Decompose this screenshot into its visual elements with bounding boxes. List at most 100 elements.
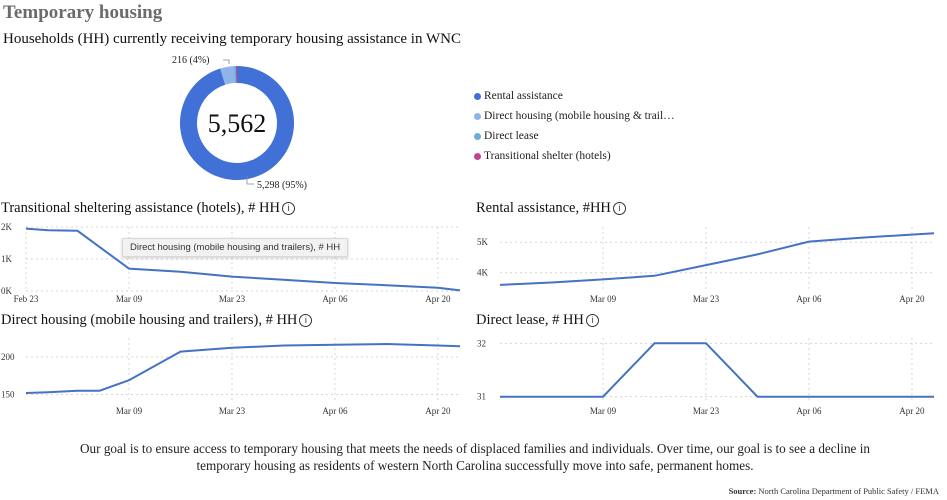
- legend-dot-direct-housing: [474, 112, 481, 120]
- y-tick-label: 0K: [1, 286, 13, 296]
- data-point[interactable]: [384, 342, 389, 347]
- legend-item-direct-housing[interactable]: Direct housing (mobile housing & trail…: [474, 106, 675, 126]
- direct-line-chart[interactable]: 150 200 Mar 09 Mar 23 Apr 06 Apr 20: [0, 330, 470, 420]
- data-point[interactable]: [458, 344, 463, 349]
- legend-dot-rental: [474, 92, 481, 100]
- legend-dot-direct-lease: [474, 132, 481, 140]
- legend-item-transitional[interactable]: Transitional shelter (hotels): [474, 146, 675, 166]
- x-tick-label: Apr 06: [322, 294, 348, 304]
- x-tick-label: Mar 09: [590, 294, 617, 304]
- source-text: North Carolina Department of Public Safe…: [758, 486, 939, 496]
- data-point[interactable]: [435, 285, 440, 290]
- data-point[interactable]: [652, 341, 657, 346]
- data-point[interactable]: [932, 231, 937, 236]
- y-tick-label: 32: [477, 338, 486, 348]
- info-icon[interactable]: i: [585, 314, 599, 327]
- data-point[interactable]: [24, 226, 29, 231]
- transitional-chart-title: Transitional sheltering assistance (hote…: [1, 200, 295, 217]
- data-point[interactable]: [332, 342, 337, 347]
- lease-chart-title: Direct lease, # HH i: [476, 312, 599, 329]
- data-point[interactable]: [435, 343, 440, 348]
- data-point[interactable]: [332, 281, 337, 286]
- data-point[interactable]: [46, 228, 51, 233]
- donut-legend: Rental assistance Direct housing (mobile…: [474, 86, 675, 166]
- x-tick-label: Mar 23: [219, 406, 246, 416]
- donut-leader-line-small: [223, 59, 230, 64]
- donut-slice-2[interactable]: [233, 66, 237, 84]
- data-point[interactable]: [600, 277, 605, 282]
- data-point[interactable]: [46, 390, 51, 395]
- series-line[interactable]: [500, 342, 934, 398]
- donut-slice-0[interactable]: [180, 66, 294, 181]
- donut-center-label: 5,562: [208, 109, 267, 138]
- donut-slices: [180, 66, 294, 181]
- legend-label-direct-lease: Direct lease: [484, 130, 539, 142]
- data-point[interactable]: [498, 282, 503, 287]
- legend-dot-transitional: [474, 152, 481, 160]
- transitional-line-chart[interactable]: 0K 1K 2K Feb 23 Mar 09 Mar 23 Apr 06 Apr 20: [0, 218, 470, 310]
- legend-item-direct-lease[interactable]: Direct lease: [474, 126, 675, 146]
- info-icon[interactable]: i: [299, 314, 313, 327]
- legend-item-rental[interactable]: Rental assistance: [474, 86, 675, 106]
- y-tick-label: 5K: [477, 237, 489, 247]
- data-point[interactable]: [75, 228, 80, 233]
- data-point[interactable]: [652, 273, 657, 278]
- data-point[interactable]: [755, 394, 760, 399]
- data-point[interactable]: [755, 252, 760, 257]
- y-tick-label: 4K: [477, 268, 489, 278]
- legend-label-direct-housing: Direct housing (mobile housing & trail…: [484, 110, 675, 122]
- data-point[interactable]: [858, 394, 863, 399]
- rental-chart-title-text: Rental assistance, #HH: [476, 200, 611, 216]
- data-point[interactable]: [909, 232, 914, 237]
- data-point[interactable]: [932, 394, 937, 399]
- lease-chart-title-text: Direct lease, # HH: [476, 312, 584, 328]
- data-point[interactable]: [858, 235, 863, 240]
- data-point[interactable]: [384, 283, 389, 288]
- data-point[interactable]: [909, 394, 914, 399]
- donut-slice-3[interactable]: [235, 66, 237, 84]
- data-point[interactable]: [281, 277, 286, 282]
- data-point[interactable]: [458, 288, 463, 293]
- data-point[interactable]: [24, 390, 29, 395]
- info-icon[interactable]: i: [281, 202, 295, 215]
- x-tick-label: Mar 23: [693, 406, 720, 416]
- data-point[interactable]: [126, 378, 131, 383]
- rental-chart-title: Rental assistance, #HH i: [476, 200, 626, 217]
- donut-leader-line-large: [246, 176, 254, 185]
- data-point[interactable]: [75, 388, 80, 393]
- data-point[interactable]: [549, 394, 554, 399]
- data-point[interactable]: [126, 266, 131, 271]
- data-point[interactable]: [600, 394, 605, 399]
- y-tick-label: 150: [1, 389, 15, 399]
- lease-line-chart[interactable]: 31 32 Mar 09 Mar 23 Apr 06 Apr 20: [474, 330, 944, 420]
- y-tick-label: 2K: [1, 222, 13, 232]
- data-point[interactable]: [806, 239, 811, 244]
- data-point[interactable]: [178, 349, 183, 354]
- donut-chart[interactable]: 5,562 216 (4%) 5,298 (95%): [150, 50, 340, 195]
- legend-label-transitional: Transitional shelter (hotels): [484, 150, 611, 162]
- data-point[interactable]: [281, 343, 286, 348]
- data-point[interactable]: [703, 341, 708, 346]
- source-note: Source: North Carolina Department of Pub…: [729, 486, 939, 496]
- chart-tooltip: Direct housing (mobile housing and trail…: [122, 238, 349, 257]
- data-point[interactable]: [229, 345, 234, 350]
- info-icon[interactable]: i: [612, 202, 626, 215]
- data-point[interactable]: [498, 394, 503, 399]
- series-line[interactable]: [25, 342, 461, 394]
- donut-slice-1[interactable]: [220, 66, 235, 85]
- donut-data-label-rental: 5,298 (95%): [257, 180, 307, 191]
- data-point[interactable]: [549, 280, 554, 285]
- x-tick-label: Apr 20: [899, 406, 925, 416]
- data-point[interactable]: [806, 394, 811, 399]
- series-line[interactable]: [499, 232, 935, 286]
- series-line[interactable]: [25, 227, 461, 292]
- x-tick-label: Apr 06: [796, 406, 822, 416]
- rental-line-chart[interactable]: 4K 5K Mar 09 Mar 23 Apr 06 Apr 20: [474, 218, 944, 310]
- donut-chart-title: Households (HH) currently receiving temp…: [3, 31, 461, 47]
- direct-chart-title-text: Direct housing (mobile housing and trail…: [1, 312, 298, 328]
- data-point[interactable]: [229, 274, 234, 279]
- data-point[interactable]: [703, 263, 708, 268]
- data-point[interactable]: [97, 388, 102, 393]
- legend-label-rental: Rental assistance: [484, 90, 563, 102]
- data-point[interactable]: [178, 269, 183, 274]
